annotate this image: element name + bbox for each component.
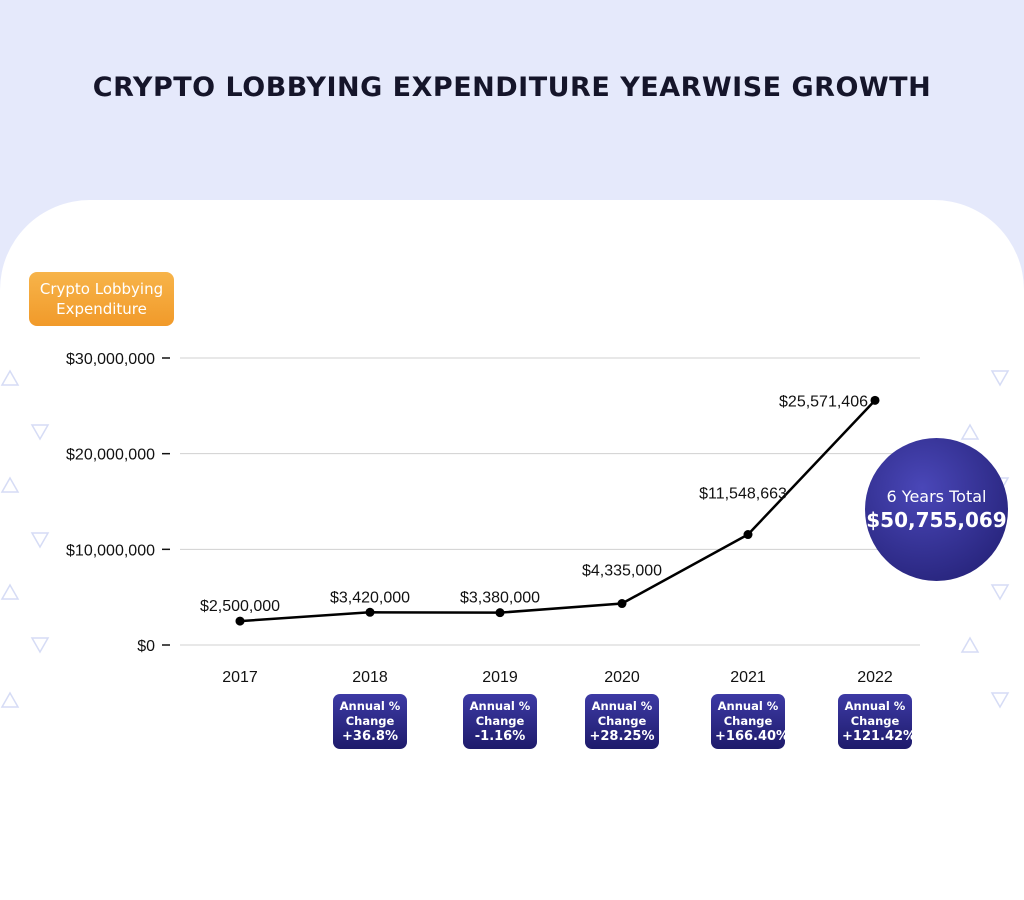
x-tick-label: 2022	[857, 669, 893, 686]
data-label: $3,380,000	[460, 590, 540, 607]
data-point	[743, 530, 753, 540]
decorative-triangle-icon	[990, 584, 1010, 601]
y-axis-label-line1: Crypto Lobbying	[39, 280, 164, 298]
x-tick-label: 2018	[352, 669, 388, 686]
y-axis-label-line2: Expenditure	[56, 300, 147, 318]
annual-change-value: -1.16%	[474, 729, 526, 744]
series-line	[239, 399, 876, 623]
annual-change-label: Change	[723, 714, 773, 728]
decorative-triangle-icon	[990, 692, 1010, 709]
decorative-triangle-icon	[0, 476, 20, 493]
y-tick-label: $30,000,000	[66, 351, 155, 368]
data-point	[495, 608, 505, 618]
decorative-triangle-icon	[990, 370, 1010, 387]
annual-change-label: Change	[475, 714, 525, 728]
annual-change-badge: Annual % Change +121.42%	[838, 694, 917, 749]
decorative-triangle-icon	[960, 423, 980, 440]
x-tick-label: 2019	[482, 669, 518, 686]
annual-change-label: Annual %	[339, 699, 401, 713]
decorative-triangle-icon	[0, 583, 20, 600]
annual-change-value: +166.40%	[715, 729, 790, 744]
annual-change-label: Annual %	[844, 699, 906, 713]
total-value: $50,755,069	[866, 508, 1007, 532]
data-point	[617, 599, 627, 609]
decorative-triangle-icon	[30, 532, 50, 549]
annual-change-label: Annual %	[591, 699, 653, 713]
y-tick-label: $0	[137, 638, 155, 655]
x-tick-label: 2021	[730, 669, 766, 686]
annual-change-label: Change	[850, 714, 900, 728]
annual-change-label: Annual %	[717, 699, 779, 713]
data-label: $25,571,406	[779, 393, 868, 410]
data-point	[235, 616, 245, 626]
decorative-triangle-icon	[30, 424, 50, 441]
data-label: $3,420,000	[330, 589, 410, 606]
annual-change-label: Change	[345, 714, 395, 728]
annual-change-value: +36.8%	[342, 729, 398, 744]
x-tick-label: 2017	[222, 669, 258, 686]
chart-title: CRYPTO LOBBYING EXPENDITURE YEARWISE GRO…	[92, 72, 932, 103]
annual-change-badge: Annual % Change +166.40%	[711, 694, 790, 749]
annual-change-label: Annual %	[469, 699, 531, 713]
x-tick-label: 2020	[604, 669, 640, 686]
y-axis-label-badge: Crypto Lobbying Expenditure	[29, 272, 174, 326]
decorative-triangle-icon	[960, 636, 980, 653]
data-label: $11,548,663	[699, 486, 787, 503]
data-label: $4,335,000	[582, 563, 662, 580]
annual-change-label: Change	[597, 714, 647, 728]
annual-change-badge: Annual % Change -1.16%	[463, 694, 537, 749]
annual-change-value: +28.25%	[589, 729, 655, 744]
y-tick-label: $20,000,000	[66, 447, 155, 464]
data-point	[870, 395, 880, 405]
data-label: $2,500,000	[200, 598, 280, 615]
annual-change-badge: Annual % Change +28.25%	[585, 694, 659, 749]
annual-change-value: +121.42%	[842, 729, 917, 744]
data-point	[365, 607, 375, 617]
y-tick-label: $10,000,000	[66, 542, 155, 559]
total-bubble: 6 Years Total $50,755,069	[865, 438, 1008, 581]
annual-change-badge: Annual % Change +36.8%	[333, 694, 407, 749]
decorative-triangle-icon	[30, 637, 50, 654]
decorative-triangle-icon	[0, 369, 20, 386]
decorative-triangle-icon	[0, 691, 20, 708]
total-label: 6 Years Total	[886, 487, 987, 506]
